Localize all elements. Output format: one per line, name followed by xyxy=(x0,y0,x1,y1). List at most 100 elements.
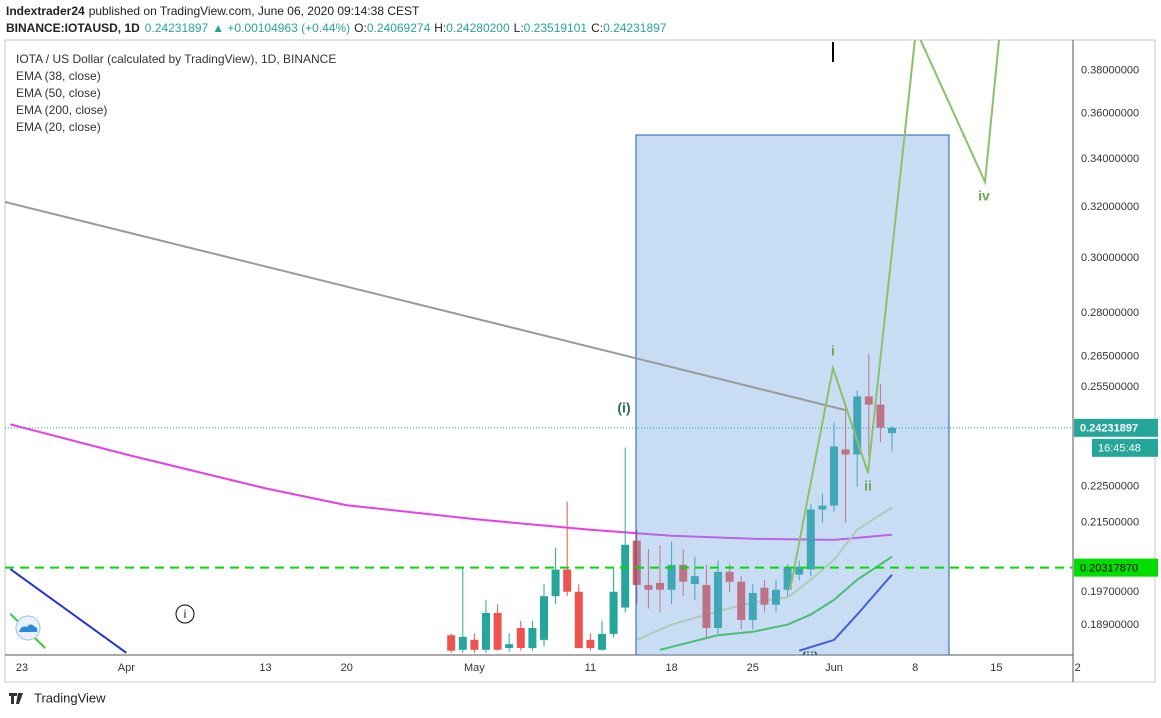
target-box xyxy=(635,134,950,655)
y-tick-label: 0.28000000 xyxy=(1081,307,1139,319)
field-value: 0.24280200 xyxy=(446,21,510,35)
candle-body xyxy=(772,589,781,605)
y-tick-label: 0.19700000 xyxy=(1081,586,1139,598)
y-tick-label: 0.26500000 xyxy=(1081,351,1139,363)
support-price-label: 0.20317870 xyxy=(1080,563,1138,575)
candle-body xyxy=(737,581,746,621)
y-tick-label: 0.30000000 xyxy=(1081,252,1139,264)
field-value: 0.23519101 xyxy=(524,21,588,35)
candle-body xyxy=(493,612,502,650)
candle-body xyxy=(574,591,583,649)
wave-path xyxy=(789,40,1001,591)
candle-body xyxy=(830,446,839,506)
candle-body xyxy=(748,592,757,621)
field-label: H: xyxy=(434,21,446,35)
candle-body xyxy=(667,564,676,590)
legend-entry: EMA (50, close) xyxy=(16,86,101,100)
field-value: 0.24069274 xyxy=(367,21,431,35)
last-price-label: 0.24231897 xyxy=(1080,423,1138,435)
field-label: L: xyxy=(514,21,524,35)
brand: TradingView xyxy=(34,690,106,705)
candle-body xyxy=(447,635,456,651)
ema-line xyxy=(9,568,893,654)
candle-body xyxy=(621,544,630,608)
candle-body xyxy=(597,633,606,650)
y-tick-label: 0.22500000 xyxy=(1081,481,1139,493)
x-tick-label: 2 xyxy=(1075,662,1081,674)
wave-label: (ii) xyxy=(801,649,818,665)
wave-label: (i) xyxy=(617,400,630,416)
author: Indextrader24 xyxy=(6,4,85,18)
candle-body xyxy=(853,396,862,455)
candle-body xyxy=(760,587,769,605)
wave-label: ii xyxy=(864,478,872,494)
countdown-label: 16:45:48 xyxy=(1098,443,1141,455)
field-label: O: xyxy=(354,21,367,35)
countdown-box xyxy=(1092,438,1158,457)
candle-body xyxy=(783,566,792,590)
candle-body xyxy=(818,505,827,510)
candle-body xyxy=(679,564,688,582)
candle-body xyxy=(539,596,548,640)
x-tick-label: 25 xyxy=(747,662,759,674)
candle-body xyxy=(876,404,885,428)
candle-body xyxy=(481,612,490,650)
y-tick-label: 0.32000000 xyxy=(1081,201,1139,213)
header-line: Indextrader24 published on TradingView.co… xyxy=(6,4,420,18)
support-price-box xyxy=(1074,558,1158,577)
change: ▲ +0.00104963 (+0.44%) xyxy=(212,21,350,35)
candle-layer xyxy=(447,353,897,653)
x-tick-label: 8 xyxy=(912,662,918,674)
candle-body xyxy=(528,627,537,649)
published: published on TradingView.com, June 06, 2… xyxy=(89,4,420,18)
x-tick-label: Apr xyxy=(118,662,135,674)
candle-body xyxy=(644,584,653,590)
ema-line xyxy=(10,423,893,541)
wave-label: i xyxy=(831,343,835,359)
price-lines: 0.20317870 0.24231897 16:45:48 xyxy=(5,418,1158,577)
y-tick-label: 0.36000000 xyxy=(1081,108,1139,120)
legend-entry: EMA (20, close) xyxy=(16,120,101,134)
candle-body xyxy=(563,569,572,592)
x-tick-label: 13 xyxy=(259,662,271,674)
candle-body xyxy=(806,509,815,570)
x-tick-label: 23 xyxy=(16,662,28,674)
field-label: C: xyxy=(591,21,603,35)
candle-body xyxy=(470,639,479,650)
drawings: (i) i ii iv (ii) i xyxy=(5,40,1001,665)
candle-body xyxy=(864,396,873,405)
trend-line xyxy=(5,201,846,411)
candle-body xyxy=(725,571,734,582)
y-tick-label: 0.34000000 xyxy=(1081,153,1139,165)
chart-title: IOTA / US Dollar (calculated by TradingV… xyxy=(16,52,336,66)
x-tick-label: 20 xyxy=(341,662,353,674)
wave-label: i xyxy=(184,607,187,621)
watermark-cloud xyxy=(19,624,38,632)
candle-body xyxy=(632,540,641,585)
candle-body xyxy=(609,591,618,634)
chart-frame xyxy=(4,39,1156,683)
candle-body xyxy=(795,566,804,575)
x-tick-label: Jun xyxy=(825,662,843,674)
last-price-box xyxy=(1074,418,1158,437)
candle-body xyxy=(458,636,467,650)
candle-body xyxy=(586,639,595,649)
candle-body xyxy=(714,571,723,628)
y-tick-label: 0.25500000 xyxy=(1081,381,1139,393)
candle-body xyxy=(841,449,850,455)
ema-line xyxy=(636,506,893,641)
legend-entry: EMA (200, close) xyxy=(16,103,107,117)
candle-body xyxy=(551,569,560,597)
candle-body xyxy=(505,644,514,649)
x-tick-label: 11 xyxy=(585,662,596,674)
x-tick-label: 18 xyxy=(665,662,677,674)
candle-body xyxy=(702,584,711,628)
wave-label: iv xyxy=(978,188,990,204)
x-tick-label: May xyxy=(464,662,485,674)
y-tick-label: 0.38000000 xyxy=(1081,65,1139,77)
legend-entry: EMA (38, close) xyxy=(16,69,101,83)
candle-body xyxy=(888,427,897,434)
candle-body xyxy=(655,582,664,590)
